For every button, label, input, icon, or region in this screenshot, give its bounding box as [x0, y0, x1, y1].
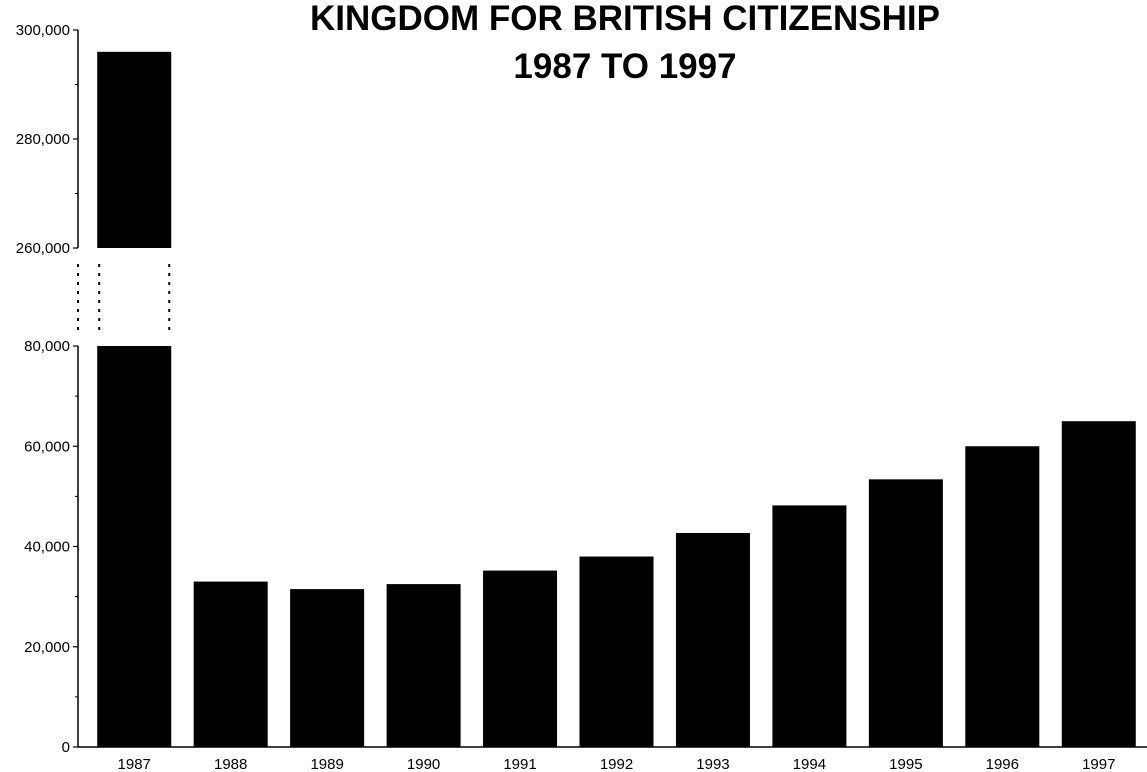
x-tick-label: 1990	[407, 756, 440, 772]
bar	[290, 589, 365, 747]
x-tick-label: 1988	[214, 756, 247, 772]
x-tick-label: 1995	[889, 756, 922, 772]
y-tick-label: 300,000	[16, 22, 70, 39]
tick-labels: 0 20,000 40,000 60,000 80,000 260,000 280,000 3…	[16, 22, 1116, 772]
bar	[483, 570, 558, 747]
y-tick-label: 40,000	[24, 539, 70, 556]
y-tick-label: 0	[62, 739, 70, 756]
bar-upper-segment	[97, 51, 172, 248]
x-tick-label: 1992	[600, 756, 633, 772]
bar	[868, 479, 943, 747]
x-tick-label: 1996	[986, 756, 1019, 772]
chart-title-line-2: 1987 TO 1997	[513, 47, 736, 86]
bar	[1061, 421, 1136, 747]
bar	[772, 505, 847, 747]
x-tick-label: 1994	[793, 756, 826, 772]
x-tick-label: 1993	[696, 756, 729, 772]
y-tick-label: 20,000	[24, 639, 70, 656]
bar-lower-segment	[97, 346, 172, 747]
y-tick-label: 80,000	[24, 338, 70, 355]
y-tick-label: 280,000	[16, 131, 70, 148]
bar	[675, 532, 750, 747]
y-tick-label: 60,000	[24, 438, 70, 455]
bar	[965, 446, 1040, 747]
x-tick-label: 1989	[310, 756, 343, 772]
bar	[386, 584, 461, 747]
bars	[97, 51, 1136, 747]
x-tick-label: 1991	[503, 756, 536, 772]
bar	[579, 556, 654, 747]
x-tick-label: 1987	[118, 756, 151, 772]
x-tick-label: 1997	[1082, 756, 1115, 772]
y-tick-label: 260,000	[16, 240, 70, 257]
chart-title: KINGDOM FOR BRITISH CITIZENSHIP 1987 TO …	[310, 0, 940, 86]
bar	[193, 581, 268, 747]
chart-title-line-1: KINGDOM FOR BRITISH CITIZENSHIP	[310, 0, 940, 38]
